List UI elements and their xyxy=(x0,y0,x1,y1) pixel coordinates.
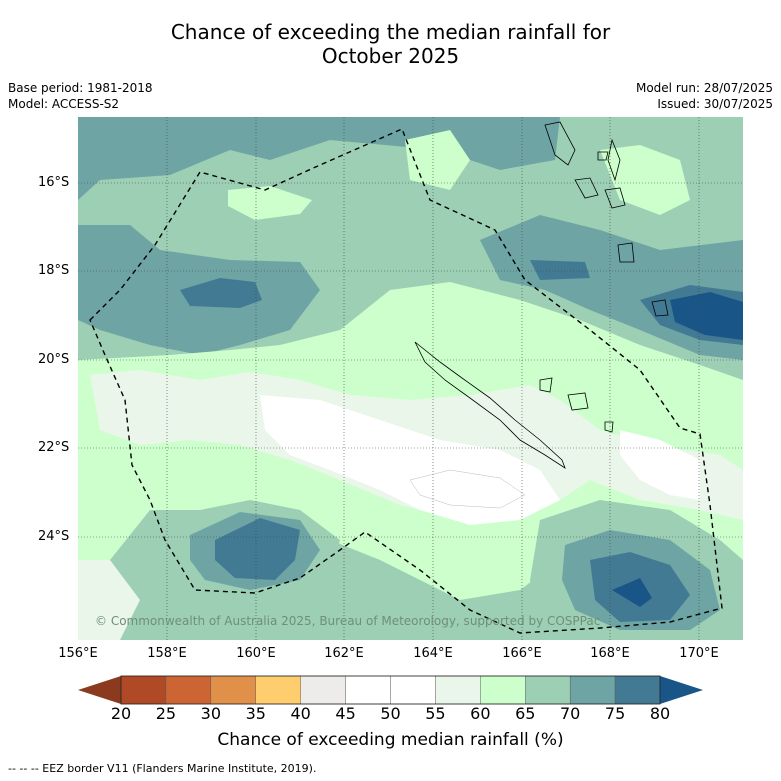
colorbar-segment xyxy=(165,675,212,705)
colorbar-segment xyxy=(345,675,391,705)
region-45-50-center xyxy=(409,469,526,509)
colorbar-tick-label: 20 xyxy=(110,704,132,723)
lon-label-158e: 158°E xyxy=(147,646,187,661)
lon-label-164e: 164°E xyxy=(413,646,453,661)
copyright-notice: © Commonwealth of Australia 2025, Bureau… xyxy=(95,614,601,628)
new-caledonia-coast xyxy=(414,341,566,469)
meta-right: Model run: 28/07/2025 Issued: 30/07/2025 xyxy=(636,80,773,112)
colorbar-tick-label: 65 xyxy=(515,704,536,723)
lat-label-16s: 16°S xyxy=(38,175,70,190)
colorbar-segment xyxy=(390,675,436,705)
colorbar-tick-label: 45 xyxy=(335,704,356,723)
colorbar-segment xyxy=(525,675,571,705)
vanuatu-island-4 xyxy=(607,138,621,182)
region-75-80-southwest xyxy=(215,518,300,580)
region-80-plus-northeast xyxy=(670,292,743,340)
graticule xyxy=(78,117,743,640)
colorbar-segment xyxy=(210,675,256,705)
colorbar-tick-label: 70 xyxy=(559,704,581,723)
meta-left: Base period: 1981-2018 Model: ACCESS-S2 xyxy=(8,80,153,112)
eez-border-footnote: -- -- -- EEZ border V11 (Flanders Marine… xyxy=(8,762,317,775)
lat-label-20s: 20°S xyxy=(38,352,70,367)
model-run: Model run: 28/07/2025 xyxy=(635,81,773,95)
issued-date: Issued: 30/07/2025 xyxy=(657,97,773,111)
colorbar-segments xyxy=(120,675,661,705)
lon-label-168e: 168°E xyxy=(590,646,630,661)
region-75-80-east xyxy=(530,260,590,280)
eez-border xyxy=(89,128,723,634)
loyalty-island-2 xyxy=(567,392,589,411)
title-line-2: October 2025 xyxy=(321,44,460,68)
base-period: Base period: 1981-2018 xyxy=(8,81,153,95)
colorbar-segment xyxy=(480,675,526,705)
colorbar-tick-label: 55 xyxy=(425,704,446,723)
colorbar-tick-label: 75 xyxy=(604,704,626,723)
chart-title: Chance of exceeding the median rainfall … xyxy=(0,20,781,68)
region-75-80-west xyxy=(180,278,262,308)
region-55-60-southwest xyxy=(78,560,140,640)
vanuatu-island-1 xyxy=(544,121,576,166)
lon-label-162e: 162°E xyxy=(324,646,364,661)
colorbar-segment xyxy=(300,675,346,705)
coastlines xyxy=(414,121,669,469)
colorbar-tick-label: 50 xyxy=(380,704,401,723)
colorbar-tick-label: 35 xyxy=(245,704,266,723)
loyalty-island-3 xyxy=(604,421,614,433)
vanuatu-island-6 xyxy=(597,151,609,161)
lon-label-170e: 170°E xyxy=(679,646,719,661)
colorbar-segment xyxy=(435,675,481,705)
colorbar-under-triangle xyxy=(78,676,121,704)
loyalty-island-1 xyxy=(539,377,553,393)
region-60-65-north-2 xyxy=(405,130,470,190)
colorbar-label: Chance of exceeding median rainfall (%) xyxy=(217,730,564,750)
colorbar xyxy=(78,675,703,705)
colorbar-segment xyxy=(120,675,167,705)
region-80-plus-southeast xyxy=(612,578,652,607)
lon-label-160e: 160°E xyxy=(236,646,276,661)
lon-label-156e: 156°E xyxy=(58,646,98,661)
colorbar-segment xyxy=(255,675,301,705)
vanuatu-island-2 xyxy=(574,177,599,199)
lat-label-18s: 18°S xyxy=(38,263,70,278)
rainfall-map xyxy=(78,117,743,640)
title-line-1: Chance of exceeding the median rainfall … xyxy=(170,20,611,44)
island-east-1 xyxy=(651,299,669,317)
colorbar-segment xyxy=(614,675,661,705)
vanuatu-island-3 xyxy=(604,187,626,209)
colorbar-tick-label: 80 xyxy=(649,704,671,723)
colorbar-tick-label: 25 xyxy=(155,704,177,723)
lat-label-22s: 22°S xyxy=(38,440,70,455)
lon-label-166e: 166°E xyxy=(502,646,542,661)
colorbar-tick-label: 40 xyxy=(290,704,311,723)
model-name: Model: ACCESS-S2 xyxy=(8,97,120,111)
colorbar-tick-label: 30 xyxy=(200,704,222,723)
colorbar-tick-label: 60 xyxy=(470,704,491,723)
colorbar-segment xyxy=(569,675,616,705)
vanuatu-island-5 xyxy=(617,242,635,263)
region-60-65-north-1 xyxy=(228,186,312,220)
region-50-55-east xyxy=(620,430,700,500)
lat-label-24s: 24°S xyxy=(38,529,70,544)
colorbar-over-triangle xyxy=(660,676,703,704)
colorbar-outline xyxy=(120,675,661,705)
